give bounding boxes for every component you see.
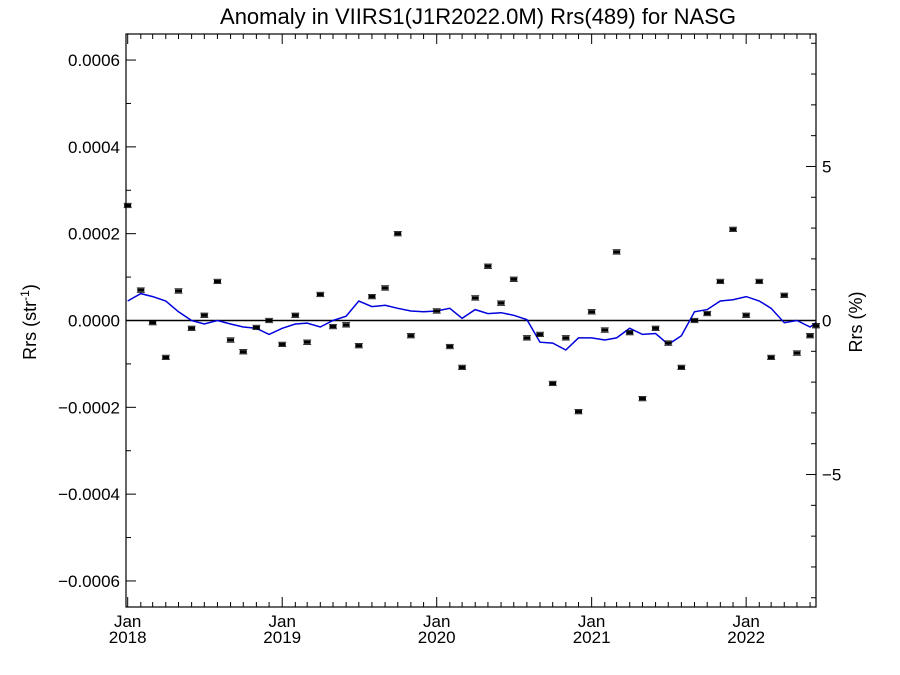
y-tick-label: 0.0000	[68, 312, 120, 331]
errorbar-point	[291, 312, 300, 318]
errorbar-point	[600, 327, 609, 333]
y-axis-ticks: 0.0006 0.0004 0.0002 0.0000 −0.0002 −0.0004 −0…	[58, 51, 136, 591]
errorbar-point	[625, 330, 634, 336]
errorbar-point	[755, 278, 764, 285]
errorbar-point	[239, 349, 248, 355]
errorbar-point	[677, 364, 686, 370]
y-tick-label: 0.0004	[68, 138, 120, 157]
y-tick-label: −0.0004	[58, 485, 120, 504]
errorbar-point	[136, 287, 145, 293]
errorbar-point	[483, 263, 492, 269]
errorbar-point	[651, 325, 660, 331]
errorbar-point	[612, 249, 621, 255]
errorbar-point	[806, 333, 815, 339]
errorbar-point	[329, 323, 337, 330]
errorbar-point	[226, 337, 235, 343]
errorbar-point	[690, 317, 699, 324]
errorbar-point	[780, 292, 789, 298]
errorbar-point	[252, 324, 261, 331]
errorbar-point	[393, 231, 402, 237]
y2-axis-label: Rrs (%)	[846, 292, 866, 353]
errorbar-point	[432, 308, 441, 314]
errorbar-point	[458, 364, 467, 370]
errorbar-point	[664, 340, 673, 346]
errorbar-point	[187, 325, 196, 331]
y-tick-label: 0.0002	[68, 225, 120, 244]
x-tick-label-month: Jan	[578, 612, 605, 631]
plot-frame	[125, 33, 817, 608]
y-axis-label-superscript: -1	[18, 290, 32, 301]
errorbar-point	[354, 343, 363, 349]
errorbar-point	[792, 350, 801, 356]
errorbar-point	[716, 278, 725, 285]
anomaly-errorbar-series	[123, 202, 820, 415]
x-tick-label-year: 2021	[573, 628, 611, 647]
errorbar-point	[316, 291, 325, 298]
errorbar-point	[587, 309, 596, 315]
y2-tick-label: −5	[822, 466, 841, 485]
errorbar-point	[509, 276, 518, 282]
errorbar-point	[536, 331, 544, 337]
anomaly-line	[127, 292, 817, 351]
x-tick-label-year: 2022	[727, 628, 765, 647]
errorbar-point	[265, 317, 274, 324]
errorbar-point	[767, 354, 776, 360]
errorbar-point	[729, 226, 738, 232]
chart-title: Anomaly in VIIRS1(J1R2022.0M) Rrs(489) f…	[220, 4, 736, 29]
errorbar-point	[174, 288, 183, 294]
errorbar-point	[638, 396, 647, 402]
errorbar-point	[148, 320, 157, 326]
y2-tick-label: 0	[822, 312, 831, 331]
x-tick-label-month: Jan	[114, 612, 141, 631]
errorbar-point	[367, 294, 376, 300]
errorbar-point	[497, 300, 506, 306]
errorbar-point	[381, 285, 390, 291]
errorbar-point	[161, 354, 170, 360]
errorbar-point	[445, 343, 454, 350]
x-tick-label-year: 2020	[418, 628, 456, 647]
y-axis-label-main: Rrs (str	[20, 301, 40, 360]
errorbar-point	[303, 339, 312, 345]
x-tick-label-month: Jan	[732, 612, 759, 631]
errorbar-point	[213, 278, 222, 285]
errorbar-point	[742, 312, 751, 318]
y-tick-label: 0.0006	[68, 51, 120, 70]
x-tick-label-year: 2018	[109, 628, 147, 647]
errorbar-point	[574, 409, 583, 415]
errorbar-point	[342, 322, 351, 328]
x-tick-label-month: Jan	[423, 612, 450, 631]
x-tick-label-year: 2019	[263, 628, 301, 647]
errorbar-point	[561, 335, 570, 341]
errorbar-point	[123, 202, 132, 209]
anomaly-line-series	[127, 292, 817, 351]
errorbar-point	[703, 310, 712, 317]
y-tick-label: −0.0006	[58, 572, 120, 591]
y-axis-label-close: )	[20, 284, 40, 290]
errorbar-point	[522, 335, 531, 341]
errorbar-point	[406, 333, 415, 339]
x-tick-label-month: Jan	[268, 612, 295, 631]
y-tick-label: −0.0002	[58, 398, 120, 417]
y-axis-label: Rrs (str-1)	[18, 284, 40, 360]
y2-tick-label: 5	[822, 157, 831, 176]
errorbar-point	[548, 380, 557, 387]
errorbar-point	[471, 295, 480, 301]
errorbar-point	[278, 341, 287, 347]
errorbar-point	[200, 312, 209, 318]
